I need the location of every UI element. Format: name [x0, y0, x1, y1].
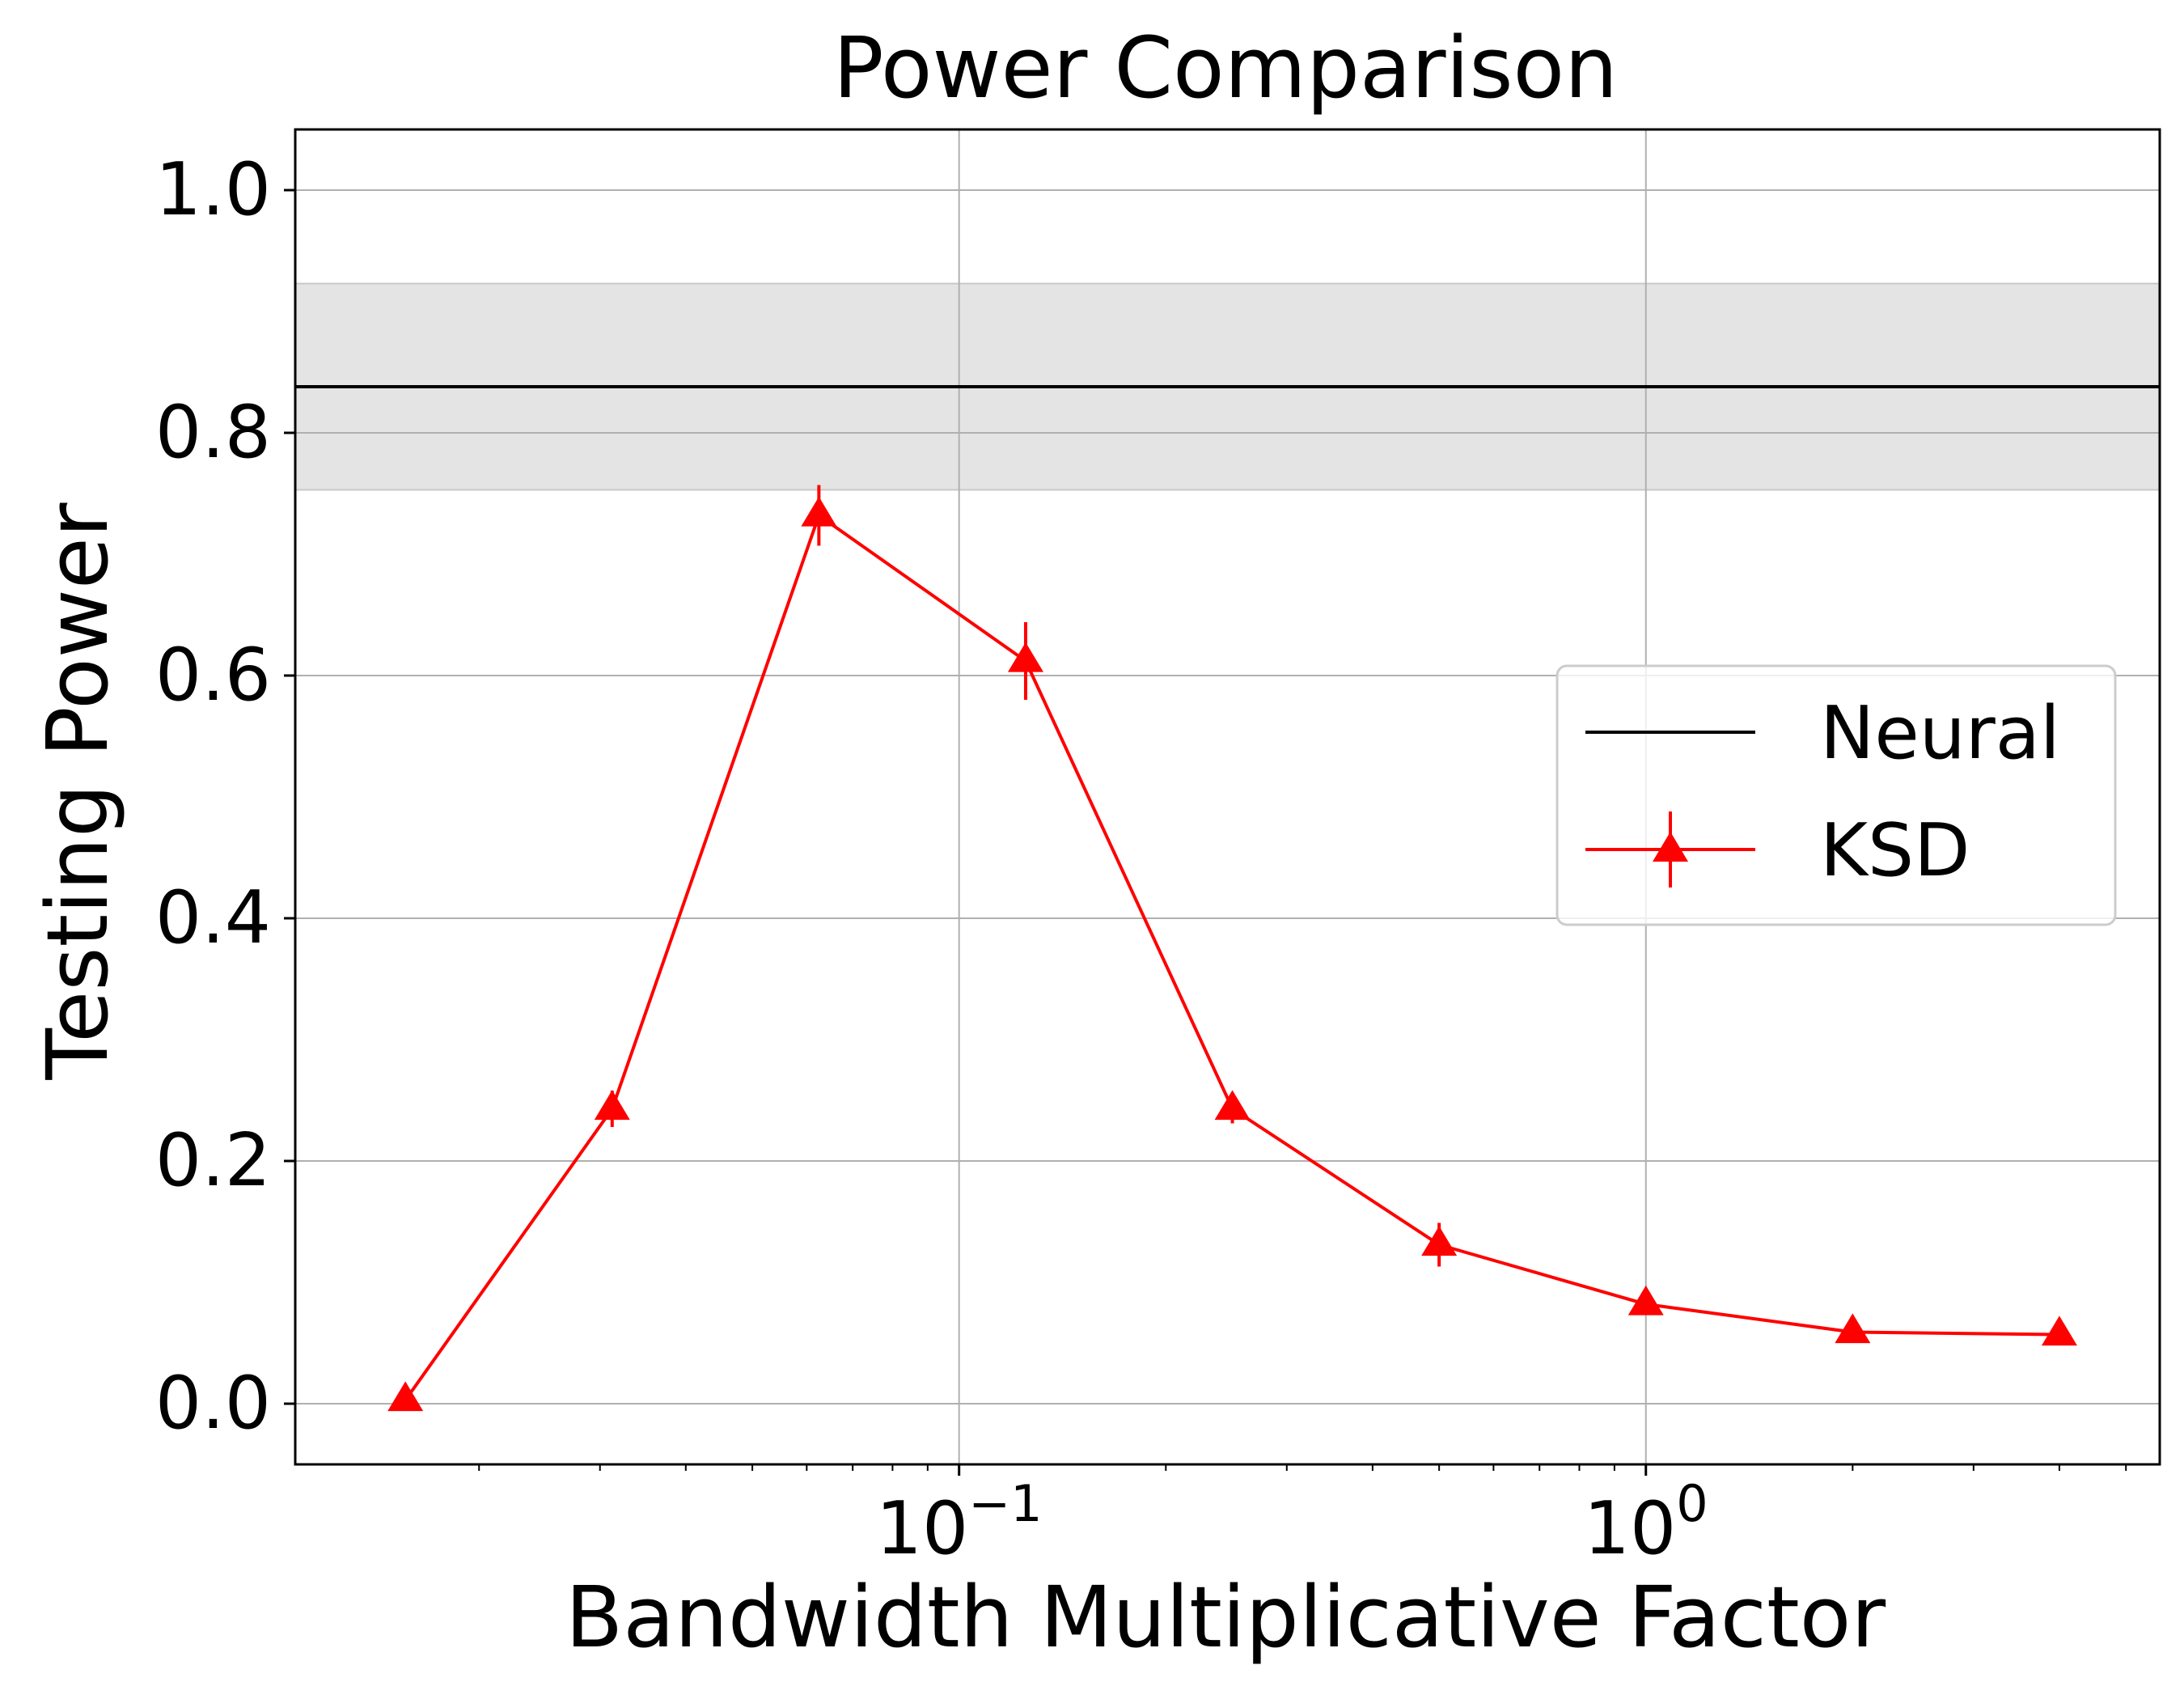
ksd-point: [1627, 1285, 1664, 1316]
legend-neural-label: Neural: [1820, 691, 2060, 776]
legend-ksd-label: KSD: [1820, 808, 1970, 893]
y-tick-label: 0.4: [155, 875, 271, 960]
ksd-point: [1421, 1226, 1458, 1256]
y-tick-label: 0.6: [155, 633, 271, 718]
legend-ksd-marker: [1653, 832, 1688, 862]
ksd-point: [1214, 1090, 1251, 1121]
y-axis-label: Testing Power: [28, 502, 127, 1080]
ksd-point: [2041, 1316, 2077, 1346]
y-tick-label: 1.0: [155, 147, 271, 232]
y-tick-label: 0.0: [155, 1361, 271, 1446]
y-tick-label: 0.2: [155, 1118, 271, 1203]
x-tick-label: 10−1: [876, 1474, 1043, 1571]
ksd-point: [594, 1090, 630, 1121]
axes-frame: [294, 128, 2161, 1466]
ksd-line: [404, 514, 2059, 1401]
ksd-point: [801, 496, 837, 527]
ksd-point: [1835, 1313, 1871, 1344]
legend: Neural KSD: [1555, 664, 2117, 926]
chart-title: Power Comparison: [833, 19, 1618, 117]
x-tick-label: 100: [1584, 1474, 1708, 1571]
ksd-point: [387, 1381, 424, 1412]
x-axis-label: Bandwidth Multiplicative Factor: [565, 1568, 1886, 1667]
y-tick-label: 0.8: [155, 390, 271, 475]
ksd-point: [1007, 642, 1043, 672]
